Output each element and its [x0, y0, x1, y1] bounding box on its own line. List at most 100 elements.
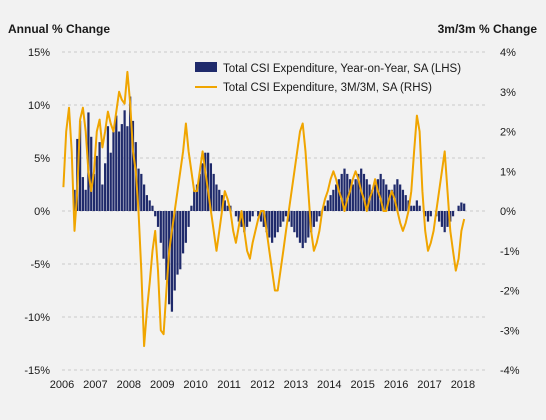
bar [218, 189, 221, 211]
bar [190, 205, 193, 211]
bar [73, 189, 76, 211]
bar [396, 179, 399, 211]
bar [348, 179, 352, 211]
x-tick-label: 2011 [217, 379, 241, 391]
bar [376, 179, 380, 211]
bar [98, 142, 101, 211]
bar [243, 211, 246, 233]
bar [251, 211, 254, 217]
bar [234, 211, 238, 217]
bar [457, 205, 460, 211]
bar [179, 211, 182, 270]
bar [351, 184, 354, 211]
right-tick-label: 2% [500, 127, 516, 139]
left-tick-label: 15% [28, 47, 50, 59]
bar [271, 211, 274, 243]
bar [126, 126, 129, 211]
bar [284, 211, 288, 217]
bar [176, 211, 179, 275]
left-axis-ticks: 15% 10% 5% 0% -5% -10% -15% [24, 47, 50, 377]
left-tick-label: 10% [28, 100, 50, 112]
bar [123, 110, 126, 211]
bar [365, 179, 368, 211]
bar [301, 211, 304, 249]
bar [212, 173, 215, 211]
bar [463, 203, 466, 211]
x-tick-label: 2006 [50, 379, 74, 391]
bar [446, 211, 449, 227]
bar [362, 173, 366, 211]
bar [181, 211, 185, 254]
bar [262, 211, 265, 227]
bar [399, 184, 402, 211]
bar [318, 211, 321, 217]
right-tick-label: -3% [500, 325, 520, 337]
bar [418, 205, 421, 211]
bar [245, 211, 249, 227]
bar [451, 211, 455, 217]
left-tick-label: -10% [24, 312, 50, 324]
bar [440, 211, 444, 227]
x-tick-label: 2016 [384, 379, 408, 391]
bar [332, 189, 335, 211]
bar [371, 189, 374, 211]
right-axis-ticks: 4% 3% 2% 1% 0% -1% -2% -3% -4% [500, 47, 520, 377]
right-tick-label: 1% [500, 166, 516, 178]
line-path [62, 70, 466, 348]
bar [117, 131, 121, 211]
x-tick-label: 2017 [417, 379, 441, 391]
bar [215, 184, 218, 211]
bar [404, 195, 407, 211]
bar [142, 184, 146, 211]
bar [329, 195, 332, 211]
bar [379, 173, 382, 211]
bar [159, 211, 162, 243]
bar [415, 200, 418, 211]
right-tick-label: 0% [500, 206, 516, 218]
bar [335, 184, 338, 211]
bar [90, 136, 93, 211]
x-tick-label: 2012 [250, 379, 274, 391]
bar [265, 211, 268, 233]
bar [282, 211, 285, 222]
bar [296, 211, 299, 238]
x-axis-ticks: 2006 2007 2008 2009 2010 2011 2012 2013 2014 2015… [50, 379, 475, 391]
bar [410, 205, 413, 211]
bar [137, 168, 140, 211]
bar [257, 211, 260, 217]
bar [204, 152, 207, 211]
bar [223, 200, 226, 211]
bar [95, 155, 98, 211]
bar [170, 211, 174, 312]
bar [226, 205, 229, 211]
x-tick-label: 2014 [317, 379, 341, 391]
legend-bar-label: Total CSI Expenditure, Year-on-Year, SA … [223, 63, 461, 75]
bar [460, 202, 463, 211]
right-axis-title: 3m/3m % Change [438, 22, 538, 36]
bar [304, 211, 307, 243]
bar [115, 115, 118, 211]
bar [151, 205, 154, 211]
bar [140, 173, 143, 211]
bar [195, 184, 199, 211]
bar [343, 168, 346, 211]
bar [112, 131, 115, 211]
left-tick-label: 0% [34, 206, 50, 218]
bar [279, 211, 282, 227]
bar [148, 200, 151, 211]
bar [145, 195, 149, 211]
bar [106, 126, 110, 211]
x-tick-label: 2007 [83, 379, 107, 391]
x-tick-label: 2010 [183, 379, 207, 391]
bar [312, 211, 315, 227]
bar [298, 211, 302, 243]
bar [307, 211, 310, 238]
bar [131, 120, 135, 211]
bar [165, 211, 168, 280]
bar [382, 179, 385, 211]
bar [390, 189, 393, 211]
bar [429, 211, 432, 217]
bar [156, 211, 160, 227]
